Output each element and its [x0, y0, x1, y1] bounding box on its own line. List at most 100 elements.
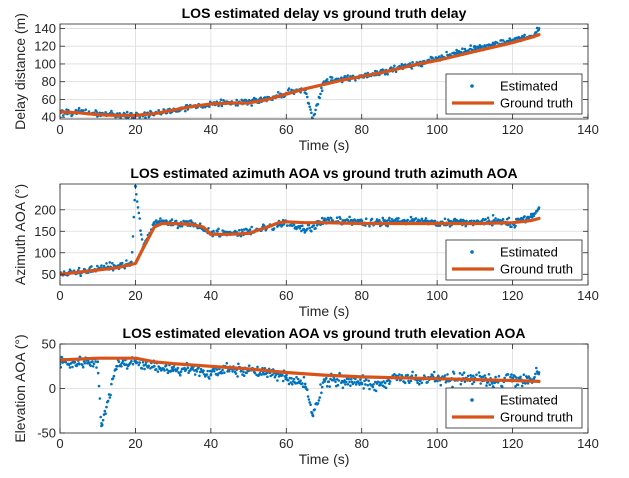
estimated-point: [96, 371, 100, 375]
estimated-point: [375, 218, 379, 221]
x-tick-label: 100: [426, 436, 448, 451]
estimated-point: [409, 215, 413, 219]
estimated-point: [408, 381, 411, 385]
estimated-point: [443, 217, 447, 221]
estimated-point: [386, 73, 390, 76]
estimated-point: [286, 224, 289, 227]
estimated-point: [475, 373, 478, 377]
estimated-point: [320, 391, 323, 395]
estimated-point: [537, 371, 541, 374]
estimated-point: [141, 361, 145, 364]
estimated-point: [105, 262, 108, 265]
estimated-point: [349, 378, 353, 381]
estimated-point: [135, 193, 138, 196]
estimated-point: [394, 70, 398, 74]
estimated-point: [322, 80, 326, 84]
estimated-point: [514, 385, 517, 388]
y-tick-label: 200: [34, 202, 56, 217]
estimated-point: [138, 217, 141, 220]
estimated-point: [327, 380, 331, 383]
estimated-point: [266, 375, 269, 379]
estimated-point: [169, 369, 173, 372]
estimated-point: [451, 385, 454, 389]
estimated-point: [469, 44, 473, 47]
estimated-point: [247, 364, 251, 368]
estimated-point: [83, 361, 87, 365]
estimated-point: [132, 215, 136, 219]
estimated-point: [77, 266, 81, 270]
estimated-point: [301, 224, 304, 228]
estimated-point: [532, 214, 536, 218]
estimated-point: [271, 373, 274, 377]
estimated-point: [184, 368, 188, 371]
estimated-point: [301, 382, 304, 385]
estimated-point: [388, 382, 391, 386]
estimated-point: [106, 399, 110, 403]
estimated-point: [110, 382, 113, 386]
estimated-point: [359, 378, 362, 381]
estimated-point: [514, 224, 517, 228]
estimated-point: [463, 380, 467, 384]
estimated-point: [108, 396, 112, 399]
estimated-point: [327, 218, 331, 221]
estimated-point: [239, 234, 243, 238]
estimated-point: [164, 364, 168, 367]
estimated-point: [287, 87, 291, 90]
estimated-point: [157, 109, 160, 112]
estimated-point: [303, 229, 307, 233]
estimated-point: [286, 379, 290, 382]
estimated-point: [125, 110, 129, 114]
y-tick-label: 120: [34, 39, 56, 54]
y-axis-label: Azimuth AOA (°): [12, 184, 28, 285]
estimated-point: [319, 92, 322, 96]
estimated-point: [318, 396, 322, 399]
ground-truth-line: [60, 356, 541, 383]
estimated-point: [410, 67, 414, 70]
legend-ground-truth-label: Ground truth: [500, 262, 573, 277]
estimated-point: [144, 116, 147, 119]
axes-box: [59, 183, 589, 286]
x-tick-label: 20: [128, 288, 142, 303]
estimated-point: [511, 38, 514, 42]
estimated-point: [299, 379, 302, 383]
estimated-point: [206, 369, 209, 373]
estimated-point: [346, 74, 350, 77]
estimated-point: [439, 383, 443, 387]
estimated-point: [397, 217, 400, 220]
estimated-point: [516, 383, 520, 387]
estimated-point: [259, 96, 263, 99]
estimated-point: [109, 393, 112, 397]
estimated-point: [305, 92, 308, 95]
estimated-point: [154, 368, 158, 371]
estimated-point: [131, 235, 135, 238]
estimated-point: [276, 379, 279, 382]
estimated-point: [436, 379, 439, 383]
x-tick-label: 140: [577, 436, 599, 451]
estimated-point: [371, 385, 375, 389]
estimated-point: [344, 383, 347, 386]
estimated-point: [172, 365, 175, 369]
chart-panel-2: 0 20 40 60 80 100 120 140 50 100 150 200 LOS estimat…: [12, 165, 599, 319]
estimated-point: [497, 374, 501, 378]
estimated-point: [370, 217, 374, 221]
estimated-point: [313, 408, 317, 411]
ground-truth-line: [60, 216, 541, 276]
estimated-point: [260, 373, 263, 376]
x-tick-label: 60: [279, 122, 293, 137]
estimated-point: [139, 229, 142, 232]
estimated-point: [334, 380, 337, 384]
x-tick-label: 40: [204, 288, 218, 303]
estimated-point: [507, 216, 511, 220]
estimated-point: [131, 362, 135, 366]
y-axis-label: Delay distance (m): [12, 13, 28, 130]
estimated-point: [410, 374, 414, 378]
estimated-point: [383, 73, 387, 76]
estimated-point: [333, 378, 336, 381]
estimated-point: [291, 383, 294, 386]
x-axis-label: Time (s): [299, 137, 350, 153]
x-tick-label: 140: [577, 288, 599, 303]
estimated-point: [508, 37, 512, 40]
estimated-point: [245, 371, 248, 375]
x-tick-label: 80: [354, 288, 368, 303]
y-tick-label: 50: [42, 337, 56, 352]
